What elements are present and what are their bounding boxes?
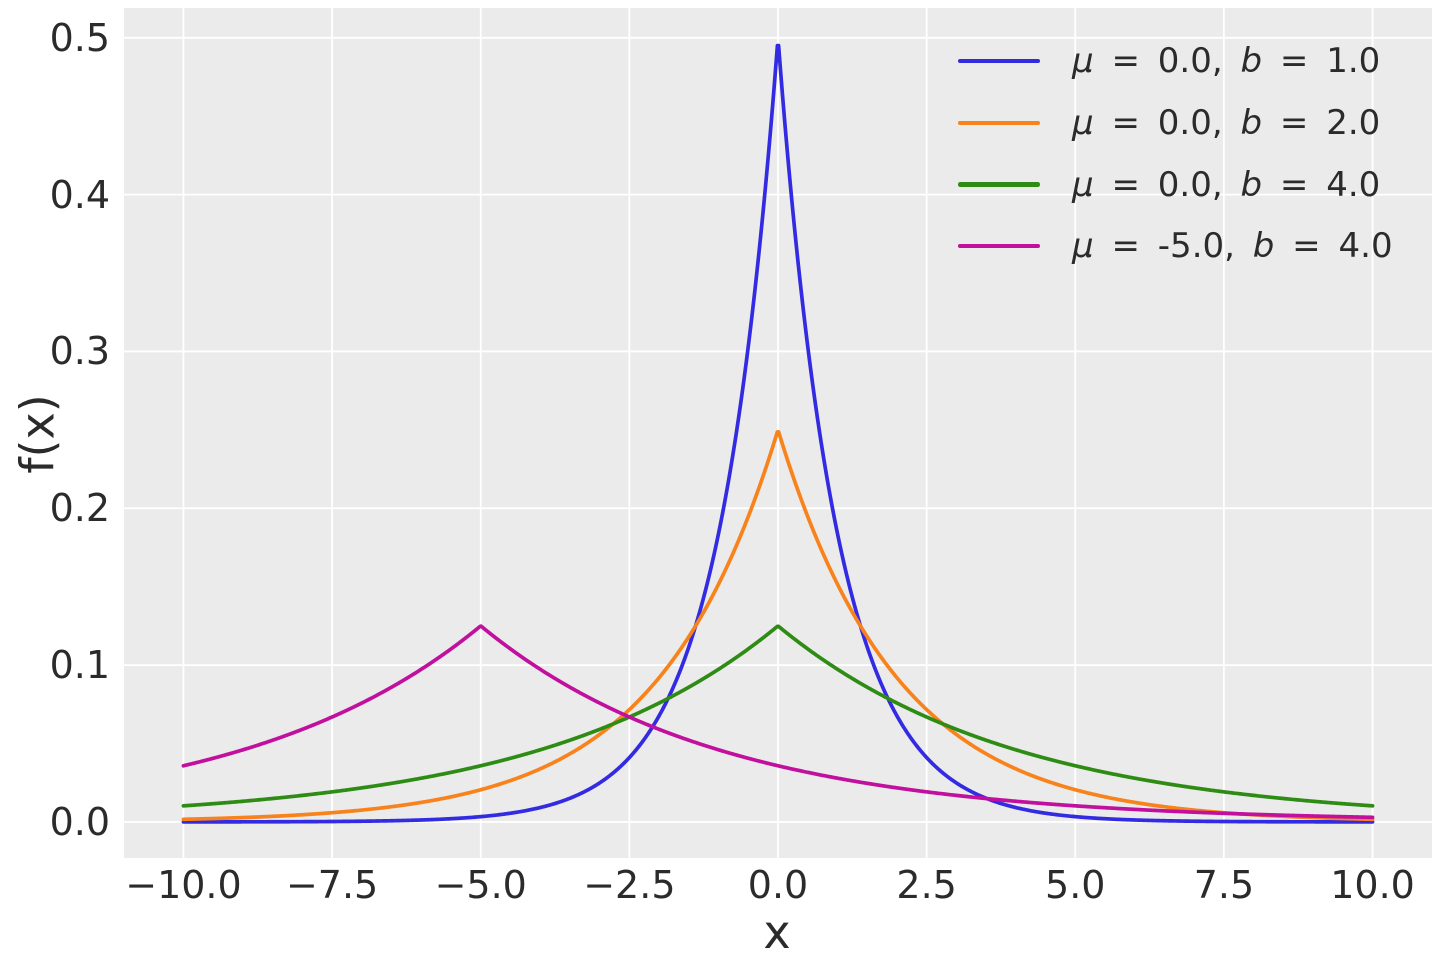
legend-item-2: μ = 0.0, b = 4.0 bbox=[958, 162, 1380, 208]
y-tick-label: 0.3 bbox=[49, 329, 110, 374]
legend-line-swatch bbox=[958, 120, 1040, 126]
y-tick-label: 0.5 bbox=[49, 15, 110, 60]
y-tick-label: 0.4 bbox=[49, 172, 110, 217]
legend-line-swatch bbox=[958, 243, 1040, 249]
x-tick-label: −5.0 bbox=[434, 863, 527, 907]
legend-item-1: μ = 0.0, b = 2.0 bbox=[958, 100, 1380, 146]
legend-line-swatch bbox=[958, 58, 1040, 64]
legend-label: μ = 0.0, b = 4.0 bbox=[1072, 164, 1381, 205]
y-tick-label: 0.1 bbox=[49, 643, 110, 688]
series-line-3 bbox=[181, 624, 1375, 820]
legend-item-0: μ = 0.0, b = 1.0 bbox=[958, 38, 1380, 84]
series-line-0 bbox=[181, 43, 1375, 824]
x-tick-label: 7.5 bbox=[1193, 863, 1255, 907]
x-tick-label: −7.5 bbox=[285, 863, 379, 907]
x-tick-label: 2.5 bbox=[896, 863, 957, 907]
series-line-2 bbox=[181, 624, 1375, 808]
x-tick-label: −10.0 bbox=[125, 863, 242, 907]
y-axis-label: f(x) bbox=[10, 394, 65, 474]
legend-label: μ = 0.0, b = 2.0 bbox=[1072, 103, 1381, 143]
legend-label: μ = 0.0, b = 1.0 bbox=[1072, 41, 1381, 81]
x-tick-label: −2.5 bbox=[583, 863, 676, 907]
x-axis-label: x bbox=[763, 905, 791, 959]
x-tick-label: 10.0 bbox=[1330, 863, 1415, 907]
legend-label: μ = -5.0, b = 4.0 bbox=[1072, 226, 1393, 266]
x-tick-label: 0.0 bbox=[747, 863, 809, 907]
legend-item-3: μ = -5.0, b = 4.0 bbox=[958, 223, 1393, 269]
y-tick-label: 0.2 bbox=[49, 486, 110, 531]
series-line-1 bbox=[181, 429, 1375, 822]
x-tick-label: 5.0 bbox=[1045, 863, 1106, 907]
y-tick-label: 0.0 bbox=[49, 799, 110, 844]
legend-line-swatch bbox=[958, 182, 1040, 187]
